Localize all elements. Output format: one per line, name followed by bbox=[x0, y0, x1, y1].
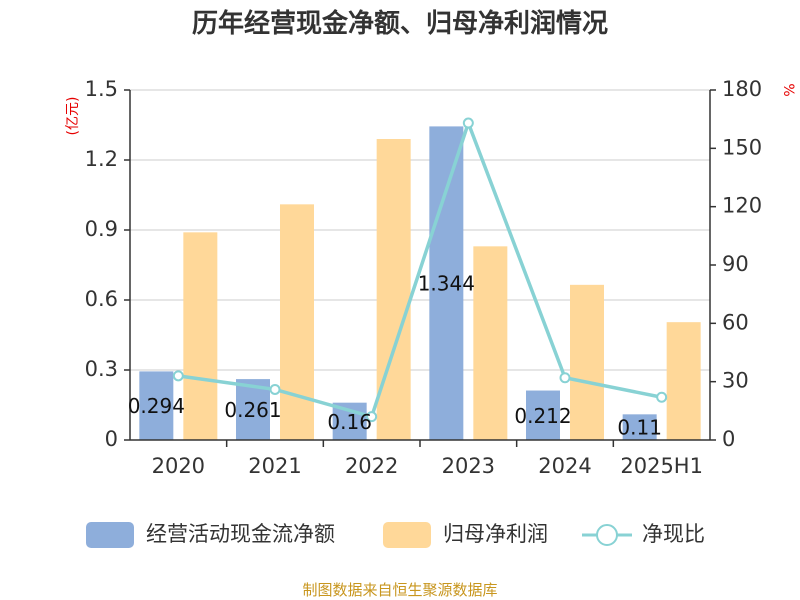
data-labels: 0.294 0.261 0.16 1.344 0.212 0.11 bbox=[128, 272, 662, 440]
y-right-tick-label: 90 bbox=[722, 252, 749, 276]
ratio-point bbox=[462, 117, 474, 129]
bar-cash-flow bbox=[526, 390, 560, 440]
chart-title: 历年经营现金净额、归母净利润情况 bbox=[192, 8, 608, 39]
axes bbox=[124, 89, 716, 447]
data-label-cash-flow: 0.261 bbox=[224, 398, 281, 422]
bar-net-profit bbox=[666, 322, 701, 440]
y-left-tick-label: 0.3 bbox=[85, 357, 118, 381]
x-tick-label: 2023 bbox=[442, 454, 495, 478]
ratio-point bbox=[559, 372, 571, 384]
y-right-tick-label: 120 bbox=[722, 194, 762, 218]
ratio-point bbox=[172, 370, 184, 382]
ratio-point bbox=[366, 411, 378, 423]
data-label-cash-flow: 0.294 bbox=[128, 394, 185, 418]
y-right-unit-label: % bbox=[780, 83, 796, 96]
y-right-tick-label: 60 bbox=[722, 310, 749, 334]
legend-label-net-profit: 归母净利润 bbox=[443, 522, 548, 546]
x-tick-label: 2022 bbox=[345, 454, 398, 478]
y-left-tick-label: 1.2 bbox=[85, 147, 118, 171]
source-note: 制图数据来自恒生聚源数据库 bbox=[302, 581, 497, 599]
y-right-tick-label: 0 bbox=[722, 427, 735, 451]
ratio-point bbox=[656, 391, 668, 403]
ratio-line bbox=[172, 117, 668, 423]
bar-net-profit bbox=[473, 246, 508, 440]
y-right-tick-label: 150 bbox=[722, 135, 762, 159]
x-tick-label: 2021 bbox=[248, 454, 301, 478]
y-left-tick-label: 0.9 bbox=[85, 217, 118, 241]
y-left-unit-label: (亿元) bbox=[65, 97, 81, 136]
bar-net-profit bbox=[183, 232, 218, 440]
tick-labels: 0 0.3 0.6 0.9 1.2 1.5 0 30 60 90 120 150 180 2020 2021… bbox=[85, 77, 763, 478]
bar-net-profit bbox=[280, 204, 314, 440]
bar-cash-flow bbox=[429, 126, 464, 441]
y-left-tick-label: 0 bbox=[105, 427, 118, 451]
bar-cash-flow bbox=[139, 371, 174, 440]
legend-label-cash-flow: 经营活动现金流净额 bbox=[146, 522, 335, 546]
y-left-tick-label: 1.5 bbox=[85, 77, 118, 101]
y-right-tick-label: 180 bbox=[722, 77, 762, 101]
data-label-cash-flow: 1.344 bbox=[418, 272, 475, 296]
bar-net-profit bbox=[570, 284, 604, 440]
legend-swatch-net-profit bbox=[383, 522, 431, 548]
legend-swatch-cash-flow bbox=[86, 522, 134, 548]
x-tick-label: 2024 bbox=[538, 454, 591, 478]
ratio-line-path bbox=[178, 117, 663, 419]
legend: 经营活动现金流净额 归母净利润 净现比 bbox=[86, 522, 705, 548]
ratio-point bbox=[269, 383, 281, 395]
legend-swatch-ratio-marker bbox=[596, 524, 618, 546]
bar-cash-flow bbox=[622, 414, 657, 440]
data-label-cash-flow: 0.16 bbox=[327, 410, 372, 434]
y-left-tick-label: 0.6 bbox=[85, 287, 118, 311]
legend-label-ratio: 净现比 bbox=[642, 522, 705, 546]
y-right-tick-label: 30 bbox=[722, 369, 749, 393]
data-label-cash-flow: 0.212 bbox=[514, 404, 571, 428]
x-tick-label: 2025H1 bbox=[620, 454, 703, 478]
x-tick-label: 2020 bbox=[152, 454, 205, 478]
data-label-cash-flow: 0.11 bbox=[617, 416, 662, 440]
bar-net-profit bbox=[376, 139, 411, 440]
